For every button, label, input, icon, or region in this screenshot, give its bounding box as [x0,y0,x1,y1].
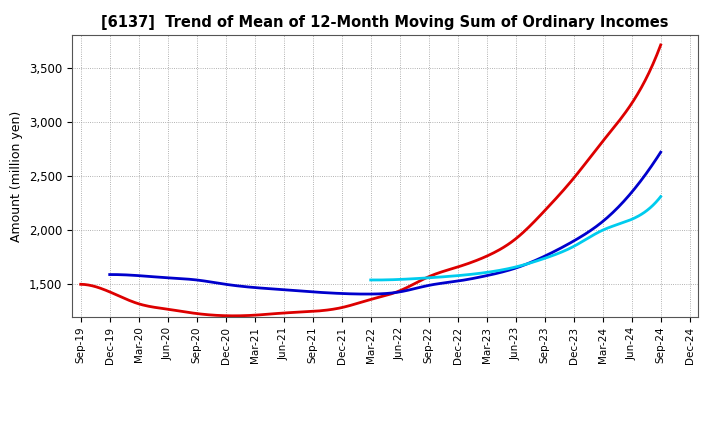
5 Years [444,280,453,285]
3 Years [78,282,87,287]
7 Years [539,256,548,261]
5 Years [361,291,370,297]
7 Years [367,277,376,282]
7 Years [366,277,375,282]
5 Years [607,212,616,217]
Y-axis label: Amount (million yen): Amount (million yen) [10,110,23,242]
3 Years [567,178,576,183]
3 Years [433,271,442,276]
Line: 7 Years: 7 Years [371,197,661,280]
3 Years [604,132,613,137]
7 Years [657,194,665,199]
3 Years [422,275,431,281]
5 Years [572,237,580,242]
Title: [6137]  Trend of Mean of 12-Month Moving Sum of Ordinary Incomes: [6137] Trend of Mean of 12-Month Moving … [102,15,669,30]
5 Years [105,272,114,277]
7 Years [545,254,554,260]
7 Years [540,256,549,261]
Line: 5 Years: 5 Years [109,152,661,294]
3 Years [76,282,85,287]
7 Years [630,216,639,221]
Line: 3 Years: 3 Years [81,45,661,316]
5 Years [657,150,665,155]
3 Years [657,42,665,48]
3 Years [230,313,238,319]
5 Years [436,281,444,286]
7 Years [370,277,379,282]
3 Years [423,275,432,280]
7 Years [612,222,621,227]
5 Years [107,272,116,277]
5 Years [433,281,442,286]
